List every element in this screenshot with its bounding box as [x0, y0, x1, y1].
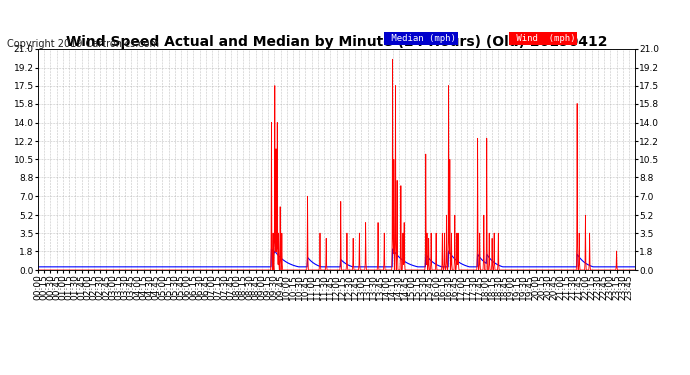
Title: Wind Speed Actual and Median by Minute (24 Hours) (Old) 20190412: Wind Speed Actual and Median by Minute (… — [66, 35, 607, 49]
Text: Wind  (mph): Wind (mph) — [511, 34, 575, 43]
Text: Median (mph): Median (mph) — [386, 34, 456, 43]
Text: Copyright 2019 Cartronics.com: Copyright 2019 Cartronics.com — [7, 39, 159, 50]
